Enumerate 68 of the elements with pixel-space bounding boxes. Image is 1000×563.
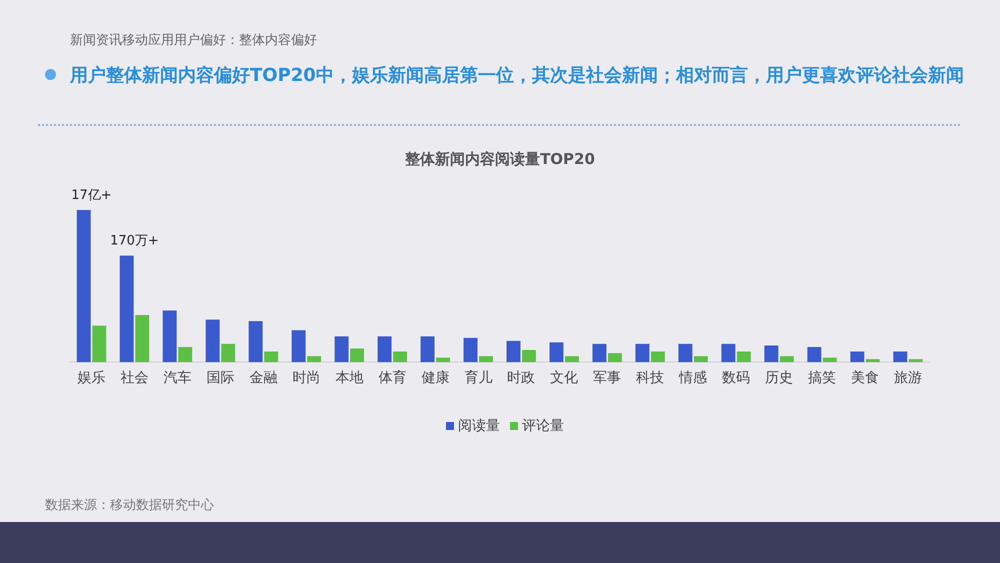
bar [780,356,794,362]
bar [292,330,306,362]
x-tick-label: 汽车 [163,370,192,386]
bar [764,345,778,362]
bar [807,346,822,362]
bar [120,256,134,362]
bar [678,344,692,362]
bar [822,358,837,362]
bar [264,352,278,362]
annotation: 17亿+ [71,188,112,203]
text: 新闻资讯移动应用用户偏好：整体内容偏好 [70,32,317,49]
bar [420,336,435,362]
bar [650,352,665,362]
bar [178,346,192,362]
bar [206,320,220,362]
x-tick-label: 健康 [421,370,450,386]
x-tick-label: 金融 [249,370,278,386]
x-tick-label: 时尚 [292,370,320,386]
bar [135,315,150,362]
x-tick-label: 国际 [206,370,234,386]
bar [76,210,91,362]
bar [635,344,650,362]
x-tick-label: 情感 [678,370,708,386]
bar [736,352,751,362]
bar [550,342,564,362]
bar [721,344,736,362]
bar [908,359,923,362]
x-tick-label: 历史 [765,370,794,386]
bar [608,353,622,362]
legend-label: 阅读量 [458,418,500,434]
bar [564,356,579,362]
x-tick-label: 社会 [120,370,148,386]
bar [893,352,908,362]
x-tick-label: 科技 [636,370,664,386]
x-tick-label: 育儿 [464,369,492,386]
bar [350,348,364,362]
bar [592,344,606,362]
bar [221,344,236,362]
bar [506,340,520,362]
bar [436,358,450,362]
chart-title: 整体新闻内容阅读量TOP20 [404,150,596,169]
legend-label: 评论量 [522,418,564,434]
x-tick-label: 本地 [335,370,364,386]
bar [393,352,408,362]
bar [479,356,493,362]
bar [334,336,349,362]
x-tick-label: 体育 [378,369,406,386]
annotation: 170万+ [110,234,159,249]
x-tick-label: 数码 [722,370,750,386]
x-tick-label: 军事 [593,370,622,386]
bar [850,352,864,362]
x-tick-label: 美食 [851,370,880,386]
bar [248,321,263,362]
bar [694,356,708,362]
x-tick-label: 旅游 [894,370,922,386]
bar [92,326,106,362]
x-tick-label: 娱乐 [77,370,106,386]
bar [307,356,322,362]
x-tick-label: 时政 [507,370,536,386]
x-tick-label: 文化 [550,370,578,386]
source-note: 数据来源：移动数据研究中心 [45,497,214,514]
bar [866,359,880,362]
bar [378,336,392,362]
chart-subtitle: 用户整体新闻内容偏好TOP20中，娱乐新闻高居第一位，其次是社会新闻；相对而言，用户更喜欢评论社会新闻 [70,64,965,88]
bar [464,338,478,362]
x-tick-label: 搞笑 [808,370,836,386]
bar [522,350,536,362]
bar [162,310,177,362]
